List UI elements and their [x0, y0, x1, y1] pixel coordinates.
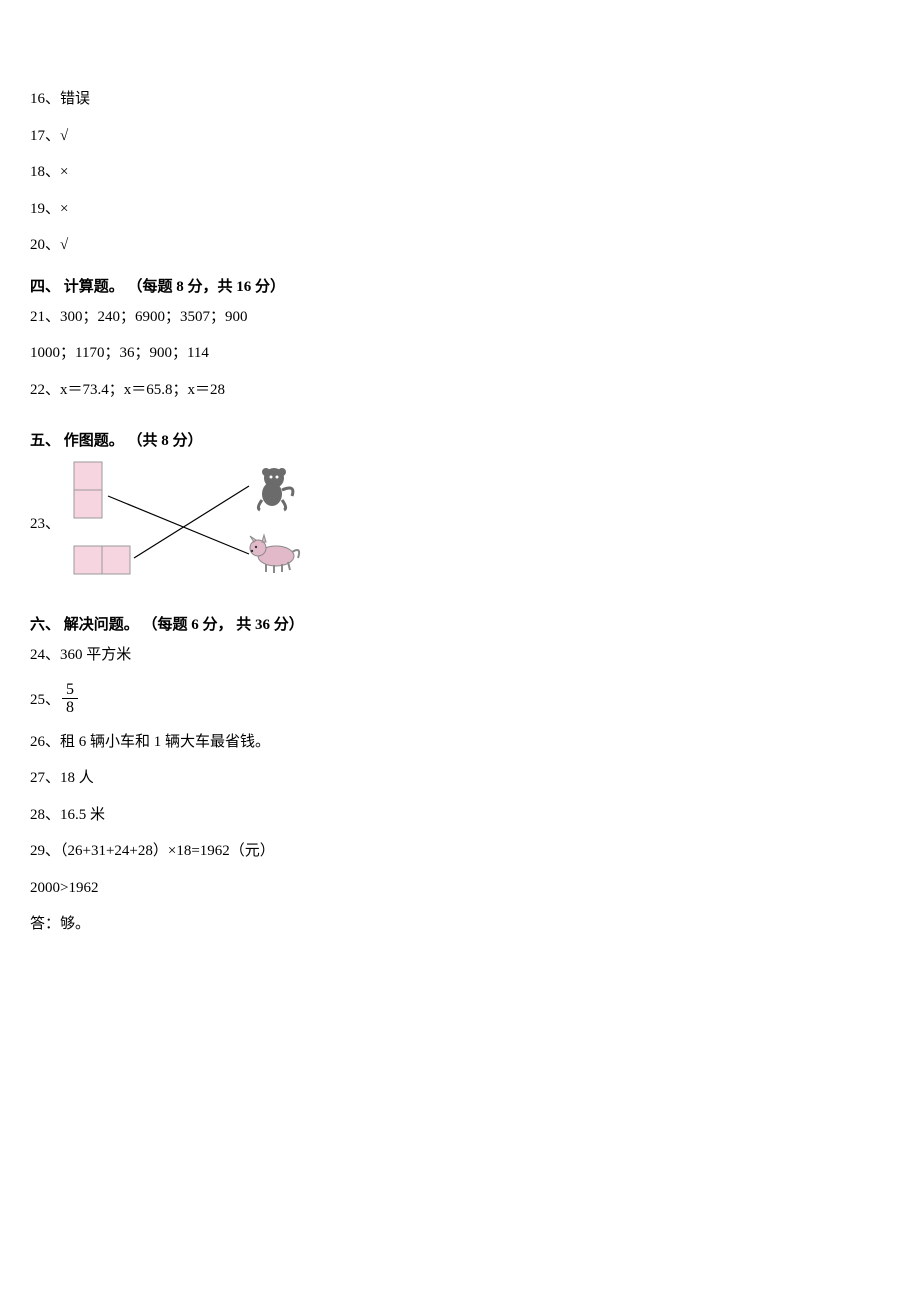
q25-fraction: 5 8 [62, 681, 78, 717]
square-top-2 [74, 490, 102, 518]
square-bottom-1 [74, 546, 102, 574]
q23-svg [64, 460, 304, 580]
answer-20-val: √ [60, 237, 68, 253]
answer-18-text: 18 [30, 164, 45, 180]
q26: 26、租 6 辆小车和 1 辆大车最省钱。 [30, 731, 890, 754]
section4-line2: 1000；1170；36；900；114 [30, 342, 890, 365]
q27: 27、18 人 [30, 767, 890, 790]
section6-header: 六、 解决问题。 （每题 6 分， 共 36 分） [30, 613, 890, 634]
section5-header: 五、 作图题。 （共 8 分） [30, 429, 890, 450]
dog-icon [250, 535, 299, 573]
square-bottom-2 [102, 546, 130, 574]
q29a: 29、（26+31+24+28）×18=1962（元） [30, 840, 890, 863]
answer-19: 19、× [30, 198, 890, 221]
q23-drawing [64, 460, 304, 585]
section4-line1: 21、300；240；6900；3507；900 [30, 306, 890, 329]
q23-label: 23、 [30, 512, 60, 533]
answer-18: 18、× [30, 161, 890, 184]
answer-20: 20、√ [30, 234, 890, 257]
answer-16: 16、错误 [30, 88, 890, 111]
answer-17-text: 17 [30, 128, 45, 144]
answer-16-val: 错误 [60, 91, 90, 107]
q25-denom: 8 [62, 698, 78, 717]
q25-label: 25、 [30, 688, 60, 709]
answer-18-val: × [60, 164, 68, 180]
q25-num: 5 [62, 681, 78, 699]
answer-16-text: 16 [30, 91, 45, 107]
answer-19-text: 19 [30, 201, 45, 217]
answer-20-text: 20 [30, 237, 45, 253]
square-top-1 [74, 462, 102, 490]
section4-line3: 22、x＝73.4；x＝65.8；x＝28 [30, 379, 890, 402]
answer-19-val: × [60, 201, 68, 217]
cross-line-1 [108, 496, 249, 554]
q24: 24、360 平方米 [30, 644, 890, 667]
q28: 28、16.5 米 [30, 804, 890, 827]
q25: 25、 5 8 [30, 681, 890, 717]
answer-17: 17、√ [30, 125, 890, 148]
q29c: 答：够。 [30, 913, 890, 936]
answer-17-val: √ [60, 128, 68, 144]
q29b: 2000>1962 [30, 877, 890, 900]
monkey-icon [258, 468, 292, 510]
q23-row: 23、 [30, 460, 890, 585]
section4-header: 四、 计算题。 （每题 8 分，共 16 分） [30, 275, 890, 296]
